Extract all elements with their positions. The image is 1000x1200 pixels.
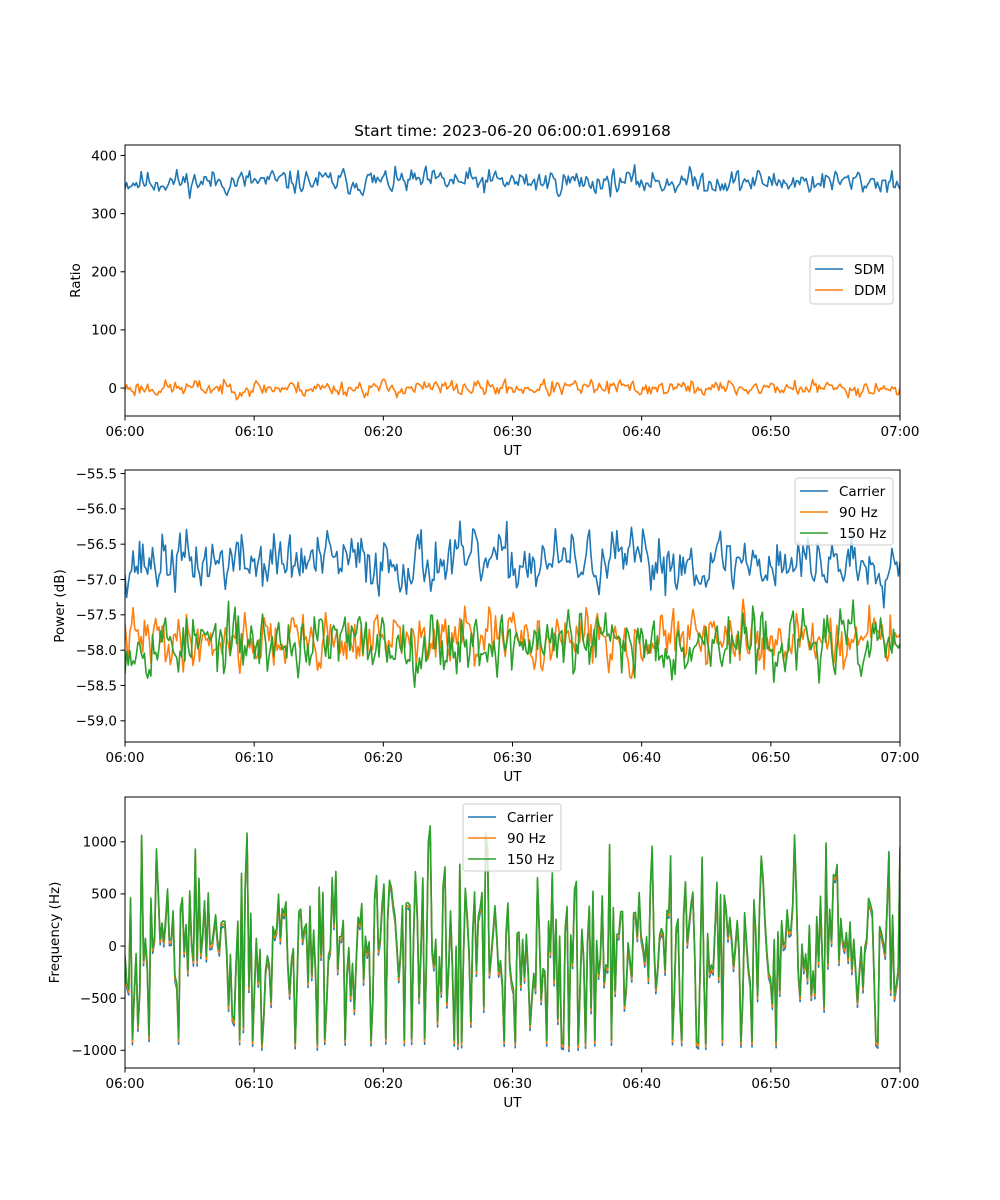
chart-title: Start time: 2023-06-20 06:00:01.699168: [354, 122, 671, 140]
x-tick-label: 06:10: [235, 750, 274, 766]
panel-2: 06:00 06:10 06:20 06:30 06:40 06:50 07:00 −59.0…: [52, 466, 919, 785]
legend-label: SDM: [854, 262, 885, 278]
x-axis-label: UT: [503, 769, 522, 785]
panel-3: 06:00 06:10 06:20 06:30 06:40 06:50 07:00 −1000…: [47, 796, 920, 1111]
y-tick-label: 300: [91, 206, 117, 222]
y-tick-label: −59.0: [76, 714, 117, 730]
y-tick-label: −58.0: [76, 643, 117, 659]
y-tick-label: −500: [80, 991, 117, 1007]
x-tick-label: 06:50: [751, 750, 790, 766]
x-tick-label: 06:50: [751, 424, 790, 440]
legend-label: DDM: [854, 283, 886, 299]
x-tick-label: 07:00: [881, 750, 920, 766]
y-axis-label: Frequency (Hz): [47, 882, 63, 984]
x-tick-label: 06:30: [493, 1076, 532, 1092]
legend-label: Carrier: [507, 810, 554, 826]
x-tick-label: 06:20: [364, 424, 403, 440]
series-line-150-hz: [125, 825, 900, 1047]
x-tick-label: 06:30: [493, 424, 532, 440]
series-lines: [125, 164, 900, 401]
panels: 06:00 06:10 06:20 06:30 06:40 06:50 07:00 0 100 2…: [47, 144, 920, 1111]
x-tick-label: 06:20: [364, 750, 403, 766]
y-tick-label: 0: [108, 381, 117, 397]
y-tick-label: −58.5: [76, 678, 117, 694]
y-axis-label: Power (dB): [52, 569, 68, 642]
legend-label: Carrier: [839, 484, 886, 500]
y-tick-label: −1000: [71, 1043, 117, 1059]
y-tick-label: 100: [91, 323, 117, 339]
series-line-carrier: [125, 520, 900, 609]
series-lines: [125, 520, 900, 689]
x-tick-label: 06:40: [622, 1076, 661, 1092]
x-tick-label: 07:00: [881, 424, 920, 440]
y-axis-label: Ratio: [68, 263, 84, 298]
legend-box: [794, 477, 894, 546]
x-tick-label: 06:50: [751, 1076, 790, 1092]
legend-label: 90 Hz: [507, 831, 546, 847]
legend-box: [809, 255, 894, 305]
x-tick-label: 06:10: [235, 1076, 274, 1092]
y-tick-label: −57.0: [76, 572, 117, 588]
series-line-150-hz: [125, 599, 900, 689]
x-tick-label: 06:00: [106, 1076, 145, 1092]
x-tick-label: 07:00: [881, 1076, 920, 1092]
legend-label: 150 Hz: [839, 526, 886, 542]
panel-1: 06:00 06:10 06:20 06:30 06:40 06:50 07:00 0 100 2…: [68, 144, 920, 459]
x-tick-label: 06:40: [622, 750, 661, 766]
x-tick-label: 06:00: [106, 750, 145, 766]
legend-box: [462, 803, 562, 872]
x-tick-label: 06:40: [622, 424, 661, 440]
legend-label: 90 Hz: [839, 505, 878, 521]
x-tick-label: 06:20: [364, 1076, 403, 1092]
x-tick-label: 06:00: [106, 424, 145, 440]
y-tick-label: 1000: [83, 835, 117, 851]
legend: Carrier 90 Hz 150 Hz: [462, 803, 562, 872]
legend-label: 150 Hz: [507, 852, 554, 868]
x-tick-label: 06:30: [493, 750, 532, 766]
y-tick-label: −56.0: [76, 502, 117, 518]
series-line-ddm: [125, 378, 900, 401]
y-tick-label: 500: [91, 887, 117, 903]
y-tick-label: −56.5: [76, 537, 117, 553]
y-tick-label: 200: [91, 265, 117, 281]
series-lines: [125, 825, 900, 1053]
y-tick-label: −55.5: [76, 466, 117, 482]
y-tick-label: −57.5: [76, 608, 117, 624]
y-tick-label: 0: [108, 939, 117, 955]
y-tick-label: 400: [91, 148, 117, 164]
legend: SDM DDM: [809, 255, 894, 305]
x-tick-label: 06:10: [235, 424, 274, 440]
series-line-sdm: [125, 164, 900, 200]
x-axis-label: UT: [503, 443, 522, 459]
x-axis-label: UT: [503, 1095, 522, 1111]
legend: Carrier 90 Hz 150 Hz: [794, 477, 894, 546]
